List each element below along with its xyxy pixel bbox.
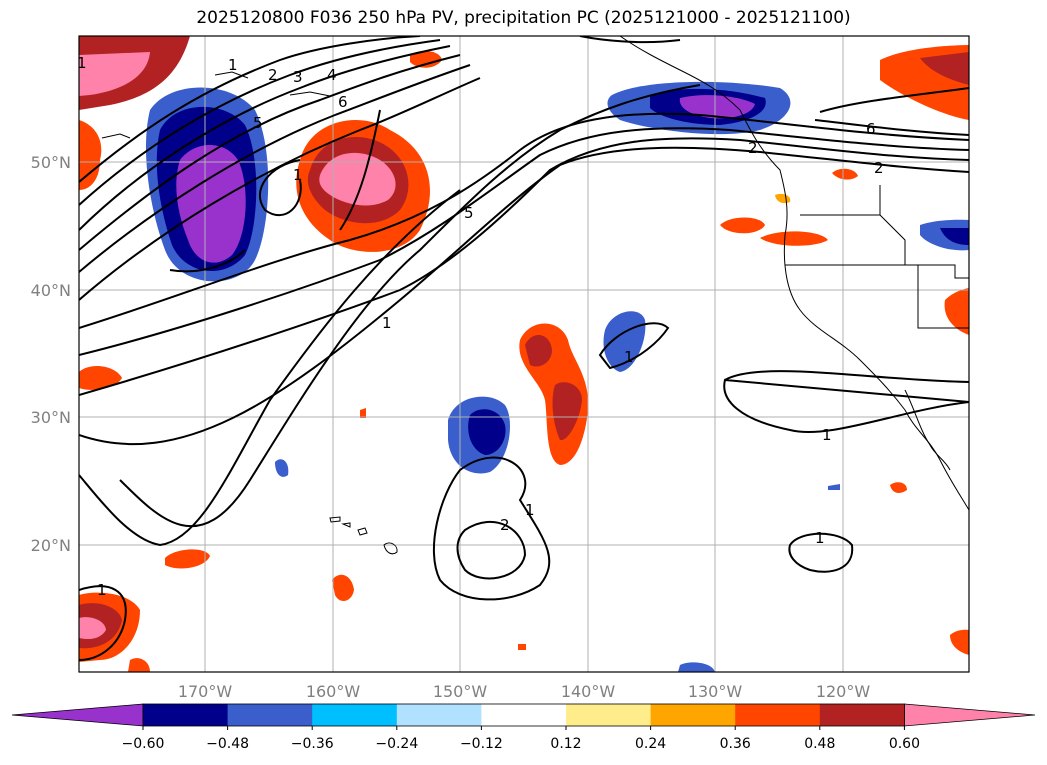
colorbar-tick-label: 0.24 <box>635 736 666 752</box>
colorbar-tick-label: −0.48 <box>206 736 249 752</box>
contour-label: 5 <box>464 204 474 222</box>
lon-label-170w: 170°W <box>178 682 233 701</box>
contour-1-mid <box>598 322 670 370</box>
colorbar-segment <box>227 704 313 726</box>
contour-label: 1 <box>77 54 87 72</box>
colorbar-tick-label: 0.48 <box>804 736 835 752</box>
colorbar-tick-label: −0.12 <box>460 736 503 752</box>
contour-label: 2 <box>748 139 758 157</box>
contour-label: 1 <box>97 581 107 599</box>
contour-label: 1 <box>624 348 634 366</box>
lat-label-20n: 20°N <box>31 536 71 555</box>
colorbar-segment <box>481 704 567 726</box>
colorbar-tick-label: 0.36 <box>720 736 751 752</box>
contour-label: 5 <box>253 114 263 132</box>
colorbar-segment <box>396 704 482 726</box>
contour-labels: 1 1 2 3 4 5 6 5 1 1 1 2 1 6 2 1 1 1 2 <box>77 54 884 599</box>
contour-label: 1 <box>228 56 238 74</box>
pv-contours <box>79 36 969 661</box>
contour-label: 1 <box>815 529 825 547</box>
colorbar-tick-label: −0.60 <box>122 736 165 752</box>
colorbar-segment <box>735 704 821 726</box>
contour-1-se <box>788 532 854 573</box>
contour-label: 4 <box>327 66 337 84</box>
colorbar-segment <box>143 704 229 726</box>
colorbar-extend-right <box>904 703 1036 727</box>
contour-label: 2 <box>268 66 278 84</box>
colorbar: −0.60 −0.48 −0.36 −0.24 −0.12 0.12 0.24 0.36 0.4… <box>11 703 1036 752</box>
map-frame <box>78 35 970 673</box>
colorbar-tick-label: 0.60 <box>889 736 920 752</box>
lat-label-40n: 40°N <box>31 281 71 300</box>
colorbar-tick-label: 0.12 <box>550 736 581 752</box>
contour-label: 1 <box>525 501 535 519</box>
contour-label: 1 <box>382 314 392 332</box>
colorbar-extend-left <box>11 703 144 727</box>
contour-2-south <box>456 520 527 580</box>
latitude-labels: 50°N 40°N 30°N 20°N <box>31 153 71 555</box>
contour-label: 6 <box>338 93 348 111</box>
lat-label-30n: 30°N <box>31 408 71 427</box>
colorbar-segment <box>650 704 736 726</box>
colorbar-segment <box>566 704 652 726</box>
contour-1-east <box>723 370 969 434</box>
lon-label-120w: 120°W <box>816 682 871 701</box>
longitude-labels: 170°W 160°W 150°W 140°W 130°W 120°W <box>178 682 871 701</box>
map-title: 2025120800 F036 250 hPa PV, precipitatio… <box>196 8 851 28</box>
lon-label-140w: 140°W <box>561 682 616 701</box>
lat-label-50n: 50°N <box>31 153 71 172</box>
contour-label: 1 <box>822 426 832 444</box>
colorbar-frame <box>142 703 905 727</box>
coastlines <box>101 36 969 555</box>
contour-label: 1 <box>293 166 303 184</box>
colorbar-tick-label: −0.36 <box>291 736 334 752</box>
colorbar-tick-label: −0.24 <box>375 736 418 752</box>
lon-label-150w: 150°W <box>433 682 488 701</box>
contour-1-south <box>432 456 551 601</box>
colorbar-segment <box>819 704 905 726</box>
contour-label: 3 <box>293 68 303 86</box>
contour-label: 2 <box>874 159 884 177</box>
contour-label: 6 <box>866 120 876 138</box>
lon-label-130w: 130°W <box>688 682 743 701</box>
lon-label-160w: 160°W <box>306 682 361 701</box>
contour-label: 2 <box>500 516 510 534</box>
colorbar-segment <box>312 704 398 726</box>
